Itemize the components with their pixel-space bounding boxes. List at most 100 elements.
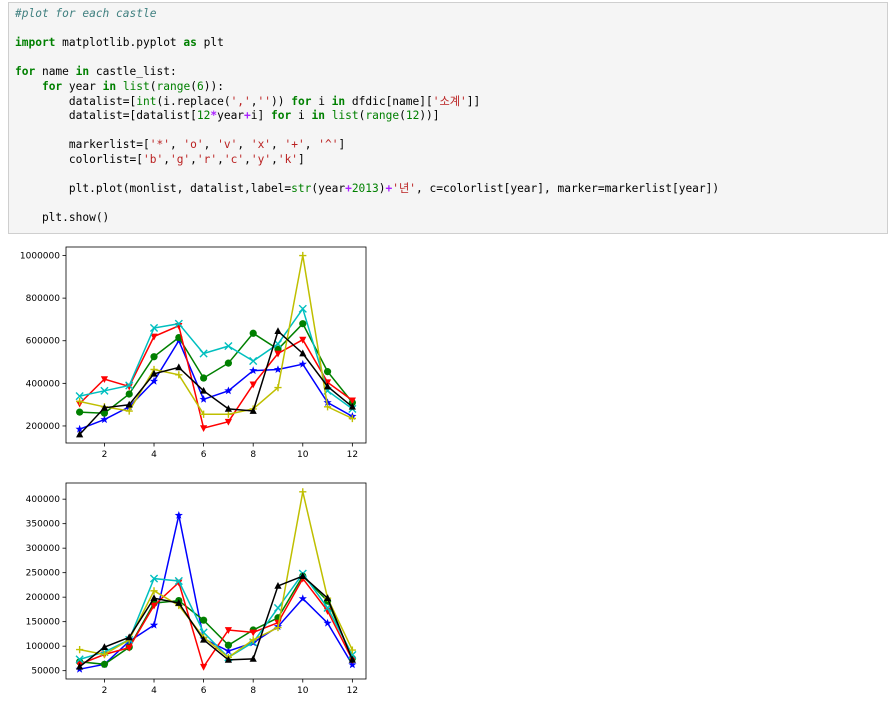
code-token: #plot for each castle: [15, 7, 157, 20]
data-point-k: [100, 403, 109, 411]
code-token: ]]: [466, 94, 481, 108]
series-line-b: [79, 339, 353, 430]
code-token: ,: [217, 152, 224, 166]
series-line-g: [79, 322, 353, 414]
y-tick-label: 600000: [26, 337, 61, 347]
y-tick-label: 400000: [26, 495, 61, 505]
data-point-k: [299, 349, 307, 357]
code-line: plt.show(): [15, 211, 719, 226]
code-token: ',': [230, 94, 251, 108]
data-point-y: [224, 410, 232, 418]
code-token: colorlist=[: [15, 152, 143, 166]
code-line: [15, 124, 719, 139]
code-token: import: [15, 36, 56, 50]
data-point-k: [249, 407, 257, 414]
x-tick-label: 8: [250, 686, 256, 696]
code-token: year: [217, 109, 245, 123]
code-token: *: [210, 109, 218, 123]
data-point-k: [348, 655, 356, 663]
y-tick-label: 300000: [26, 544, 61, 554]
data-point-g: [100, 660, 109, 668]
series-line-c: [79, 307, 353, 410]
series-line-r: [79, 577, 354, 669]
code-token: 6: [196, 79, 204, 93]
data-point-b: [273, 365, 283, 373]
data-point-b: [224, 386, 233, 395]
data-point-c: [75, 655, 84, 664]
code-token: (: [149, 79, 157, 93]
code-cell[interactable]: #plot for each castle import matplotlib.…: [8, 2, 888, 234]
plot-area: [65, 246, 367, 444]
code-line: import matplotlib.pyplot as plt: [15, 36, 719, 51]
data-point-g: [100, 409, 109, 417]
code-token: )): [271, 94, 292, 108]
data-point-r: [348, 397, 356, 405]
data-point-y: [100, 650, 109, 659]
data-point-k: [274, 327, 282, 335]
code-token: 'r': [196, 152, 218, 166]
code-token: [325, 109, 332, 122]
code-token: i: [311, 94, 332, 108]
data-point-y: [348, 414, 356, 423]
data-point-b: [199, 395, 208, 403]
code-token: as: [183, 36, 197, 50]
data-point-b: [174, 511, 183, 519]
data-point-b: [149, 376, 159, 385]
data-point-r: [249, 381, 257, 389]
data-point-k: [323, 382, 332, 390]
data-point-y: [175, 371, 183, 379]
data-point-r: [125, 644, 133, 652]
series-line-y: [79, 491, 354, 659]
code-line: datalist=[datalist[12*year+i] for i in l…: [15, 109, 719, 124]
data-point-g: [150, 353, 158, 361]
data-point-r: [150, 333, 158, 341]
data-point-b: [298, 594, 307, 603]
chart-1: 200000 400000 600000 800000 1000000 2 4 6 8 10 12: [20, 246, 367, 460]
data-point-c: [149, 323, 159, 333]
code-line: for name in castle_list:: [15, 65, 719, 80]
series-k: [76, 327, 356, 438]
data-point-k: [175, 363, 183, 371]
code-token: '^': [318, 138, 339, 152]
data-point-c: [199, 349, 208, 358]
code-token: (year: [311, 182, 346, 196]
code-token: 'o': [183, 138, 204, 152]
code-token: [15, 80, 42, 93]
chart-1-container: 200000 400000 600000 800000 1000000 2 4 6 8 10 12: [8, 238, 378, 468]
data-point-c: [125, 381, 134, 390]
y-tick-label: 100000: [26, 642, 61, 652]
code-token: )):: [203, 79, 224, 93]
code-line: [15, 51, 719, 66]
data-point-k: [299, 572, 307, 579]
data-point-b: [100, 415, 109, 424]
code-token: (: [190, 79, 197, 93]
data-point-y: [150, 587, 158, 595]
code-editor[interactable]: #plot for each castle import matplotlib.…: [15, 7, 719, 226]
data-point-k: [175, 599, 183, 606]
code-token: 'v': [217, 138, 238, 152]
data-point-b: [348, 660, 357, 669]
code-token: 12: [196, 109, 211, 123]
code-token: ]: [298, 152, 305, 166]
code-token: ,: [244, 152, 251, 166]
code-token: datalist=[datalist[: [15, 109, 197, 123]
code-token: year: [62, 79, 103, 93]
code-token: ,: [190, 152, 197, 166]
code-token: in: [75, 65, 90, 79]
data-point-g: [200, 374, 208, 382]
data-point-k: [125, 400, 133, 408]
code-token: [116, 80, 123, 93]
code-token: (: [358, 109, 366, 123]
code-token: '*': [149, 138, 170, 152]
code-line: colorlist=['b','g','r','c','y','k']: [15, 153, 719, 168]
y-tick-label: 350000: [26, 520, 61, 530]
series-line-k: [79, 575, 354, 668]
chart-2-container: 50000 100000 150000 200000 250000 300000 35000…: [8, 474, 378, 704]
data-point-y: [125, 407, 133, 415]
data-point-k: [200, 635, 208, 643]
code-token: markerlist=[: [15, 138, 150, 152]
data-point-y: [76, 397, 84, 406]
y-tick-label: 1000000: [20, 252, 60, 262]
data-point-k: [150, 594, 158, 602]
data-point-c: [273, 339, 283, 349]
